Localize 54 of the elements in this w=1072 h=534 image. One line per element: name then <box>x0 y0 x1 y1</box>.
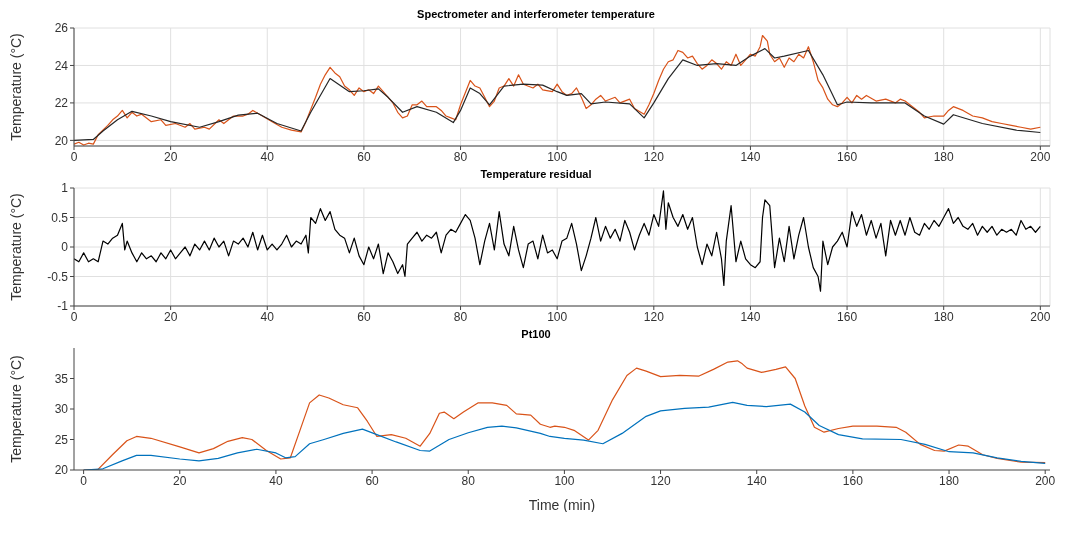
chart-title: Pt100 <box>520 328 552 340</box>
x-tick-label: 40 <box>260 309 275 324</box>
y-axis-title: Temperature (°C) <box>7 193 24 301</box>
chart-title: Spectrometer and interferometer temperature <box>416 8 656 20</box>
y-tick-label: 24 <box>54 58 69 73</box>
y-tick-label: -0.5 <box>47 269 69 284</box>
y-tick-label: 22 <box>54 96 69 111</box>
x-tick-label: 80 <box>453 309 468 324</box>
x-tick-label: 200 <box>1030 149 1051 164</box>
y-tick-label: -1 <box>57 299 69 314</box>
chart-title: Temperature residual <box>479 168 593 180</box>
x-tick-label: 20 <box>173 473 187 488</box>
x-tick-label: 160 <box>842 473 864 488</box>
y-tick-label: 0 <box>61 240 69 255</box>
x-tick-label: 160 <box>837 149 858 164</box>
x-tick-label: 20 <box>163 309 178 324</box>
y-tick-label: 20 <box>54 463 69 478</box>
x-tick-label: 140 <box>740 309 761 324</box>
line-series <box>74 34 1041 146</box>
x-tick-label: 60 <box>365 473 380 488</box>
x-tick-label: 120 <box>643 309 665 324</box>
x-tick-label: 140 <box>740 149 761 164</box>
y-axis-title: Temperature (°C) <box>7 355 24 463</box>
x-tick-label: 200 <box>1035 473 1056 488</box>
x-tick-label: 80 <box>461 473 476 488</box>
y-tick-label: 26 <box>54 21 69 36</box>
x-tick-label: 100 <box>547 149 568 164</box>
y-tick-label: 0.5 <box>51 210 69 225</box>
x-axis-title: Time (min) <box>528 497 596 513</box>
line-series <box>74 190 1041 292</box>
x-tick-label: 180 <box>933 149 955 164</box>
x-tick-label: 180 <box>933 309 955 324</box>
x-tick-label: 120 <box>643 149 665 164</box>
y-tick-label: 35 <box>54 371 69 386</box>
y-tick-label: 30 <box>54 402 69 417</box>
x-tick-label: 120 <box>650 473 671 488</box>
y-tick-label: 25 <box>54 432 69 447</box>
x-tick-label: 20 <box>163 149 178 164</box>
x-tick-label: 200 <box>1030 309 1051 324</box>
x-tick-label: 140 <box>746 473 768 488</box>
x-tick-label: 100 <box>547 309 568 324</box>
x-tick-label: 100 <box>554 473 575 488</box>
x-tick-label: 40 <box>260 149 275 164</box>
x-tick-label: 180 <box>939 473 960 488</box>
x-tick-label: 160 <box>837 309 858 324</box>
y-axis-title: Temperature (°C) <box>7 33 24 141</box>
x-tick-label: 60 <box>357 309 371 324</box>
x-tick-label: 80 <box>453 149 468 164</box>
x-tick-label: 40 <box>269 473 283 488</box>
y-tick-label: 1 <box>61 181 69 196</box>
y-tick-label: 20 <box>54 133 69 148</box>
x-tick-label: 0 <box>80 473 88 488</box>
x-tick-label: 60 <box>357 149 371 164</box>
line-series <box>74 48 1041 141</box>
